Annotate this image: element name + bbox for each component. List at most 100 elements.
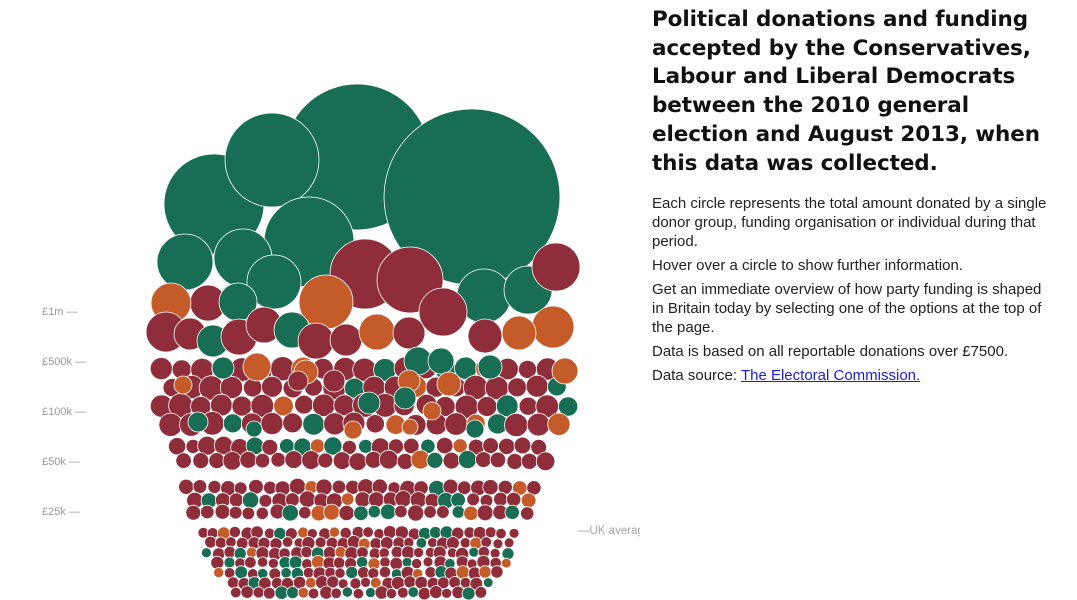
donor-bubble-361[interactable] — [345, 566, 359, 580]
donor-bubble-154[interactable] — [442, 451, 461, 470]
donor-bubble-402[interactable] — [262, 586, 276, 600]
donor-bubble-286[interactable] — [427, 537, 438, 548]
donor-bubble-240[interactable] — [228, 525, 241, 539]
donor-bubble-258[interactable] — [428, 526, 442, 539]
donor-bubble-231[interactable] — [451, 505, 466, 519]
donor-bubble-249[interactable] — [328, 526, 340, 538]
donor-bubble-211[interactable] — [520, 492, 537, 509]
donor-bubble-409[interactable] — [341, 586, 353, 598]
donor-bubble-374[interactable] — [490, 565, 504, 579]
donor-bubble-303[interactable] — [300, 545, 313, 559]
donor-bubble-70[interactable] — [525, 374, 549, 398]
donor-bubble-285[interactable] — [415, 537, 428, 549]
donor-bubble-200[interactable] — [368, 491, 385, 508]
donor-bubble-425[interactable] — [427, 347, 455, 375]
donor-bubble-399[interactable] — [230, 586, 242, 599]
donor-bubble-338[interactable] — [389, 556, 404, 571]
donor-bubble-325[interactable] — [244, 556, 257, 569]
donor-bubble-216[interactable] — [241, 506, 256, 521]
donor-bubble-130[interactable] — [436, 436, 454, 455]
donor-bubble-230[interactable] — [436, 505, 450, 519]
donor-bubble-138[interactable] — [192, 452, 210, 470]
donor-bubble-310[interactable] — [378, 547, 390, 559]
donor-bubble-292[interactable] — [492, 538, 504, 550]
donor-bubble-171[interactable] — [315, 478, 333, 496]
donor-bubble-160[interactable] — [535, 451, 556, 472]
donor-bubble-19[interactable] — [501, 315, 537, 351]
donor-bubble-232[interactable] — [463, 505, 479, 521]
donor-bubble-391[interactable] — [403, 575, 417, 589]
donor-bubble-183[interactable] — [482, 479, 499, 496]
donor-bubble-78[interactable] — [273, 395, 294, 417]
donor-bubble-318[interactable] — [468, 546, 480, 558]
donor-bubble-268[interactable] — [225, 536, 237, 548]
donor-bubble-212[interactable] — [185, 504, 202, 521]
donor-bubble-387[interactable] — [360, 577, 372, 588]
donor-bubble-236[interactable] — [520, 506, 535, 521]
donor-bubble-404[interactable] — [286, 586, 300, 600]
donor-bubble-321[interactable] — [501, 547, 515, 561]
donor-bubble-214[interactable] — [214, 503, 231, 520]
donor-bubble-406[interactable] — [307, 587, 320, 600]
donor-bubble-123[interactable] — [323, 436, 343, 456]
donor-bubble-215[interactable] — [228, 505, 243, 520]
donor-bubble-93[interactable] — [158, 412, 183, 437]
donor-bubble-396[interactable] — [459, 576, 472, 589]
donor-bubble-320[interactable] — [489, 548, 501, 559]
donor-bubble-289[interactable] — [459, 537, 471, 549]
donor-bubble-213[interactable] — [200, 504, 215, 520]
donor-bubble-225[interactable] — [367, 504, 381, 519]
donor-bubble-31[interactable] — [149, 357, 173, 381]
donor-bubble-252[interactable] — [362, 526, 374, 538]
donor-bubble-441[interactable] — [322, 369, 346, 393]
donor-bubble-128[interactable] — [403, 437, 420, 455]
donor-bubble-227[interactable] — [394, 504, 408, 519]
donor-bubble-209[interactable] — [493, 491, 509, 507]
donor-bubble-360[interactable] — [334, 567, 346, 579]
donor-bubble-440[interactable] — [287, 370, 309, 392]
donor-bubble-124[interactable] — [341, 439, 357, 455]
donor-bubble-110[interactable] — [504, 412, 529, 438]
donor-bubble-267[interactable] — [214, 536, 227, 549]
donor-bubble-323[interactable] — [223, 556, 236, 569]
donor-bubble-357[interactable] — [302, 566, 315, 579]
donor-bubble-202[interactable] — [394, 490, 412, 508]
donor-bubble-140[interactable] — [222, 451, 242, 471]
donor-bubble-405[interactable] — [297, 586, 310, 599]
donor-bubble-364[interactable] — [378, 565, 392, 579]
donor-bubble-348[interactable] — [500, 557, 512, 569]
donor-bubble-222[interactable] — [323, 503, 341, 521]
donor-bubble-131[interactable] — [452, 438, 468, 454]
donor-bubble-96[interactable] — [222, 413, 243, 434]
donor-bubble-112[interactable] — [547, 412, 571, 436]
electoral-commission-link[interactable]: The Electoral Commission. — [740, 367, 921, 385]
donor-bubble-79[interactable] — [294, 394, 314, 415]
donor-bubble-192[interactable] — [258, 493, 273, 508]
donor-bubble-162[interactable] — [192, 479, 208, 494]
donor-bubble-220[interactable] — [298, 506, 312, 520]
donor-bubble-147[interactable] — [332, 451, 352, 470]
donor-bubble-375[interactable] — [226, 576, 240, 589]
donor-bubble-417[interactable] — [429, 585, 443, 599]
donor-bubble-415[interactable] — [407, 586, 420, 598]
donor-bubble-133[interactable] — [482, 437, 499, 454]
donor-bubble-430[interactable] — [173, 375, 193, 395]
donor-bubble-30[interactable] — [467, 318, 503, 354]
donor-bubble-333[interactable] — [333, 556, 346, 570]
donor-bubble-5[interactable] — [156, 233, 214, 291]
donor-bubble-392[interactable] — [414, 575, 429, 590]
donor-bubble-298[interactable] — [245, 546, 258, 559]
donor-bubble-157[interactable] — [489, 451, 507, 469]
donor-bubble-89[interactable] — [495, 394, 519, 418]
donor-bubble-137[interactable] — [175, 452, 192, 469]
donor-bubble-386[interactable] — [349, 577, 362, 590]
donor-bubble-219[interactable] — [281, 504, 299, 522]
donor-bubble-276[interactable] — [314, 536, 327, 549]
donor-bubble-198[interactable] — [341, 492, 355, 506]
donor-bubble-125[interactable] — [358, 438, 374, 454]
donor-bubble-382[interactable] — [304, 576, 317, 589]
donor-bubble-224[interactable] — [353, 505, 369, 522]
donor-bubble-18[interactable] — [531, 305, 575, 349]
donor-bubble-207[interactable] — [466, 492, 481, 507]
donor-bubble-226[interactable] — [379, 503, 397, 521]
